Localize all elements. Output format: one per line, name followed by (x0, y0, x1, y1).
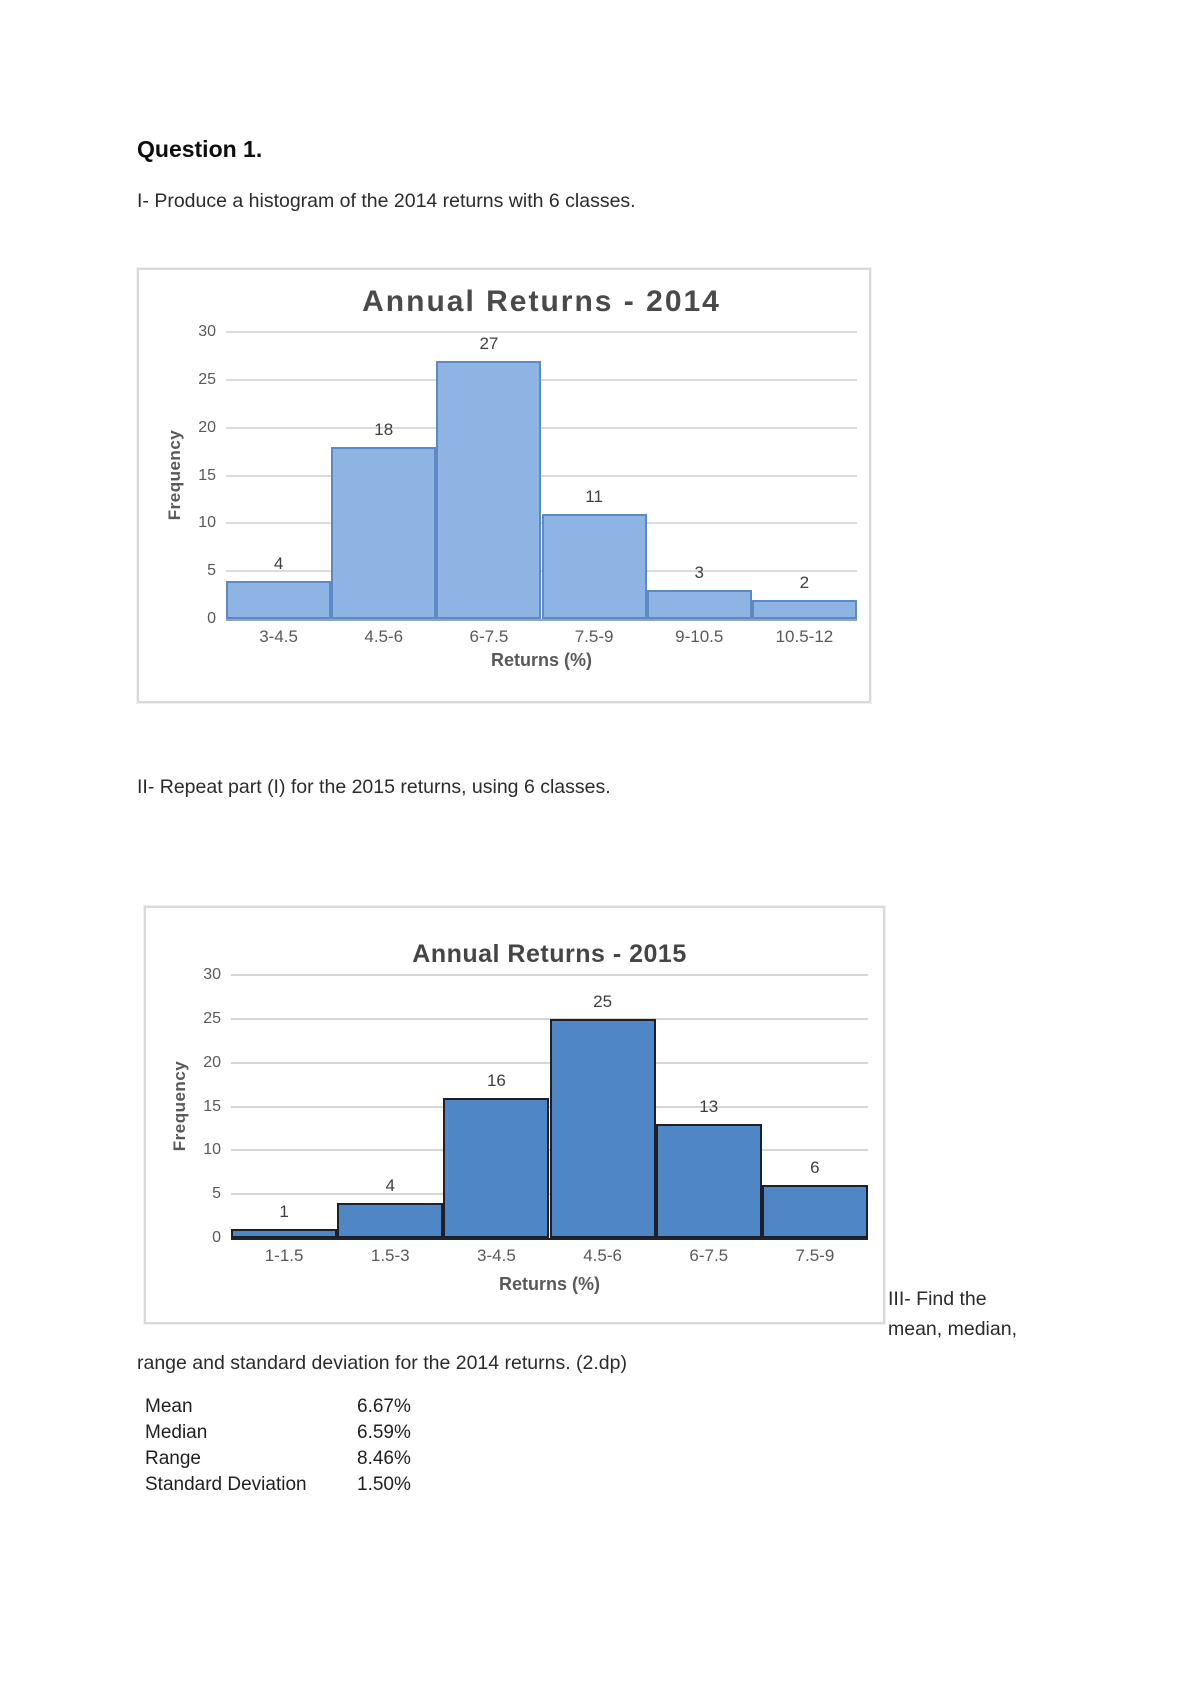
x-tick-label: 4.5-6 (583, 1246, 622, 1265)
y-tick-label: 20 (198, 418, 216, 436)
stat-value: 6.59% (357, 1422, 411, 1443)
bar-value-label: 25 (593, 991, 613, 1011)
table-row: Range 8.46% (145, 1446, 411, 1472)
part1-text: I- Produce a histogram of the 2014 retur… (137, 190, 636, 212)
part2-text: II- Repeat part (I) for the 2015 returns… (137, 776, 611, 798)
histogram-bar (226, 580, 332, 619)
histogram-bar (646, 590, 752, 619)
plot-area: 0 5 10 15 20 25 30 1 1-1.5 4 1.5-3 16 3-4.5 25 4.5-6 13… (203, 966, 868, 1265)
y-tick-label: 10 (203, 1141, 221, 1159)
y-tick-label: 0 (207, 610, 216, 627)
gridline (226, 426, 857, 429)
stat-value: 8.46% (357, 1448, 411, 1469)
x-tick-label: 7.5-9 (574, 627, 614, 646)
gridline (226, 331, 857, 333)
part3-text-continuation: range and standard deviation for the 201… (137, 1352, 627, 1374)
x-tick-label: 9-10.5 (675, 627, 724, 646)
y-tick-label: 0 (212, 1229, 221, 1246)
gridline (231, 974, 868, 976)
y-tick-label: 30 (203, 966, 221, 983)
table-row: Mean 6.67% (145, 1394, 411, 1420)
histogram-2014: Annual Returns - 2014 Frequency 0 5 10 15 20… (137, 268, 871, 703)
question-heading: Question 1. (137, 136, 263, 162)
y-tick-label: 5 (207, 562, 216, 580)
histogram-2015: Annual Returns - 2015 Frequency 0 5 10 15 20… (144, 906, 885, 1324)
histogram-bar (436, 360, 542, 619)
y-tick-label: 20 (203, 1053, 221, 1071)
histogram-bar (761, 1185, 868, 1238)
x-tick-label: 3-4.5 (259, 627, 298, 646)
x-tick-label: 3-4.5 (477, 1246, 516, 1265)
y-tick-label: 10 (198, 514, 216, 532)
bar-value-label: 4 (385, 1175, 395, 1195)
x-tick-label: 6-7.5 (469, 627, 509, 646)
y-tick-label: 30 (198, 323, 216, 340)
x-tick-label: 1.5-3 (370, 1246, 410, 1265)
y-tick-label: 15 (198, 466, 216, 484)
stat-value: 1.50% (357, 1474, 411, 1495)
table-row: Standard Deviation 1.50% (145, 1472, 411, 1498)
bar-value-label: 16 (486, 1070, 506, 1090)
x-axis-title: Returns (%) (498, 1274, 600, 1294)
y-axis-title: Frequency (170, 1060, 189, 1152)
x-axis-title: Returns (%) (490, 650, 592, 670)
part3-text-line2: mean, median, (888, 1318, 1017, 1340)
stat-label: Median (145, 1422, 208, 1443)
stat-value: 6.67% (357, 1396, 411, 1417)
bar-value-label: 1 (279, 1202, 289, 1222)
gridline (226, 378, 857, 381)
x-tick-label: 10.5-12 (775, 627, 834, 646)
bar-value-label: 13 (699, 1097, 719, 1117)
stat-label: Range (145, 1448, 201, 1469)
stat-label: Mean (145, 1396, 193, 1417)
part3-text-line1: III- Find the (888, 1288, 987, 1310)
histogram-bar (443, 1097, 550, 1238)
histogram-bar (231, 1229, 338, 1238)
bar-value-label: 2 (799, 572, 810, 592)
plot-area: 0 5 10 15 20 25 30 4 3-4.5 18 4.5-6 27 6-7.5 11 7.5-9 3… (198, 323, 857, 646)
y-tick-label: 25 (203, 1009, 221, 1027)
histogram-bar (549, 1018, 656, 1238)
y-tick-label: 25 (198, 370, 216, 388)
gridline (226, 474, 857, 477)
histogram-bar (655, 1124, 762, 1238)
bar-value-label: 6 (810, 1158, 820, 1178)
stat-label: Standard Deviation (145, 1474, 307, 1495)
bar-value-label: 18 (374, 419, 394, 439)
chart-title-2014: Annual Returns - 2014 (362, 285, 721, 318)
histogram-bar (751, 599, 857, 619)
x-tick-label: 7.5-9 (795, 1246, 835, 1265)
x-tick-label: 4.5-6 (364, 627, 404, 646)
x-tick-label: 6-7.5 (689, 1246, 729, 1265)
bar-value-label: 27 (479, 333, 499, 353)
chart-title-2015: Annual Returns - 2015 (412, 940, 687, 968)
bar-value-label: 3 (694, 563, 704, 583)
y-tick-label: 15 (203, 1097, 221, 1115)
stats-table: Mean 6.67% Median 6.59% Range 8.46% Standar… (145, 1394, 411, 1498)
y-tick-label: 5 (212, 1185, 221, 1203)
bar-value-label: 4 (273, 553, 284, 573)
histogram-bar (331, 446, 437, 619)
y-axis-title: Frequency (165, 429, 184, 521)
x-tick-label: 1-1.5 (264, 1246, 304, 1265)
bar-value-label: 11 (585, 486, 603, 506)
histogram-bar (541, 513, 647, 619)
table-row: Median 6.59% (145, 1420, 411, 1446)
histogram-bar (337, 1202, 444, 1238)
